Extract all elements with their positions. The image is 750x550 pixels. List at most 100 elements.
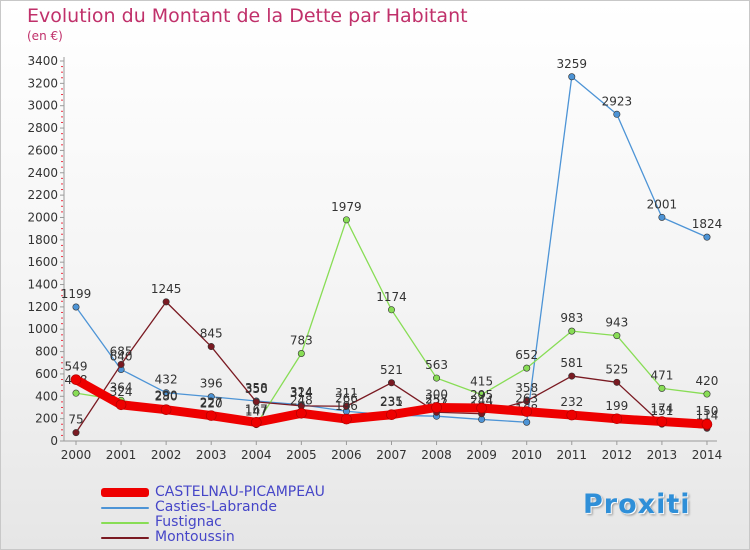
data-point-castelnau-picampeau <box>250 417 262 428</box>
data-label-castelnau-picampeau: 196 <box>335 399 358 413</box>
data-label-castelnau-picampeau: 232 <box>560 395 583 409</box>
x-tick-label: 2008 <box>421 448 452 462</box>
data-label-castelnau-picampeau: 235 <box>380 395 403 409</box>
data-point-casties-labrande <box>72 303 80 311</box>
line-chart: 0 200 400 600 800 1000 1200 1400 1600 1800 2000 220… <box>27 54 723 462</box>
legend-swatch-montoussin <box>101 537 149 539</box>
y-tick-label: 2400 <box>27 166 58 180</box>
y-tick-label: 800 <box>35 345 58 359</box>
data-label-casties-labrande: 266 <box>335 391 358 405</box>
data-point-fustignac <box>297 349 305 357</box>
data-point-casties-labrande <box>523 418 531 426</box>
data-label-fustignac: 420 <box>696 374 719 388</box>
data-label-castelnau-picampeau: 324 <box>110 385 133 399</box>
data-point-castelnau-picampeau <box>386 409 397 421</box>
legend-label-castelnau: CASTELNAU-PICAMPEAU <box>155 484 325 500</box>
data-point-montoussin <box>72 429 80 437</box>
data-label-montoussin: 257 <box>425 392 448 406</box>
data-point-castelnau-picampeau <box>431 402 442 413</box>
legend-swatch-fustignac <box>101 522 149 524</box>
data-point-montoussin <box>117 360 125 368</box>
y-tick-label: 0 <box>50 434 58 448</box>
y-tick-label: 400 <box>35 389 58 403</box>
data-point-castelnau-picampeau <box>160 404 172 416</box>
x-tick-label: 2012 <box>602 448 633 462</box>
data-label-casties-labrande: 231 <box>380 395 403 409</box>
data-label-fustignac: 943 <box>605 316 628 330</box>
data-label-montoussin: 350 <box>245 382 268 396</box>
data-point-fustignac <box>433 374 441 382</box>
data-point-montoussin <box>613 378 621 386</box>
chart-title: Evolution du Montant de la Dette par Hab… <box>27 5 468 27</box>
data-label-fustignac: 652 <box>515 348 538 362</box>
data-point-fustignac <box>658 384 666 392</box>
data-label-castelnau-picampeau: 199 <box>605 399 628 413</box>
data-point-casties-labrande <box>613 110 621 118</box>
data-label-fustignac: 147 <box>245 405 268 419</box>
y-tick-label: 200 <box>35 412 58 426</box>
x-tick-label: 2009 <box>466 448 497 462</box>
legend-swatch-castelnau <box>101 488 149 497</box>
proxiti-logo: Proxiti <box>583 489 691 520</box>
data-point-castelnau-picampeau <box>611 413 623 425</box>
data-point-castelnau-picampeau <box>701 418 713 430</box>
y-tick-label: 1200 <box>27 300 58 314</box>
data-point-fustignac <box>478 391 486 399</box>
data-point-fustignac <box>703 390 711 398</box>
y-tick-label: 3000 <box>27 99 58 113</box>
data-point-castelnau-picampeau <box>70 374 82 385</box>
data-label-castelnau-picampeau: 227 <box>200 396 223 410</box>
data-label-fustignac: 563 <box>425 358 448 372</box>
data-label-fustignac: 783 <box>290 333 313 347</box>
x-tick-label: 2007 <box>376 448 407 462</box>
data-label-montoussin: 311 <box>335 386 358 400</box>
data-label-castelnau-picampeau: 549 <box>65 360 88 374</box>
data-point-fustignac <box>72 389 80 397</box>
series-fustignac: 4283642902201477831979117456341565298394… <box>65 200 719 429</box>
data-point-fustignac <box>523 364 531 372</box>
data-label-montoussin: 1245 <box>151 282 182 296</box>
legend-label-fustignac: Fustignac <box>155 514 222 530</box>
legend-label-casties: Casties-Labrande <box>155 499 277 515</box>
data-point-montoussin <box>387 379 395 387</box>
data-label-fustignac: 983 <box>560 311 583 325</box>
data-label-castelnau-picampeau: 248 <box>290 393 313 407</box>
data-point-fustignac <box>387 306 395 314</box>
x-tick-label: 2010 <box>511 448 542 462</box>
data-label-montoussin: 114 <box>696 408 719 422</box>
x-tick-label: 2001 <box>106 448 137 462</box>
data-point-montoussin <box>252 398 260 406</box>
data-label-casties-labrande: 324 <box>290 385 313 399</box>
data-label-castelnau-picampeau: 295 <box>470 388 493 402</box>
data-label-casties-labrande: 1824 <box>692 217 723 231</box>
data-label-montoussin: 845 <box>200 327 223 341</box>
data-label-fustignac: 290 <box>155 389 178 403</box>
data-point-casties-labrande <box>207 393 215 401</box>
data-label-montoussin: 358 <box>515 381 538 395</box>
data-point-castelnau-picampeau <box>566 409 578 421</box>
data-label-montoussin: 151 <box>650 404 673 418</box>
data-label-casties-labrande: 1199 <box>61 287 92 301</box>
data-point-castelnau-picampeau <box>476 402 487 414</box>
data-point-montoussin <box>568 372 576 380</box>
data-label-casties-labrande: 2923 <box>602 94 633 108</box>
data-label-casties-labrande: 640 <box>110 349 133 363</box>
x-tick-label: 2000 <box>61 448 92 462</box>
data-label-casties-labrande: 396 <box>200 377 223 391</box>
chart-unit-label: (en €) <box>27 29 63 43</box>
data-label-castelnau-picampeau: 174 <box>650 402 673 416</box>
y-tick-label: 2200 <box>27 188 58 202</box>
x-tick-label: 2004 <box>241 448 272 462</box>
data-label-fustignac: 1979 <box>331 200 362 214</box>
data-point-fustignac <box>568 327 576 335</box>
data-point-castelnau-picampeau <box>656 416 668 427</box>
x-tick-label: 2013 <box>647 448 678 462</box>
y-tick-label: 1800 <box>27 233 58 247</box>
data-point-castelnau-picampeau <box>115 399 127 411</box>
y-tick-label: 600 <box>35 367 58 381</box>
x-tick-label: 2014 <box>692 448 723 462</box>
data-label-montoussin: 525 <box>605 362 628 376</box>
data-label-castelnau-picampeau: 167 <box>245 402 268 416</box>
y-tick-label: 2800 <box>27 121 58 135</box>
